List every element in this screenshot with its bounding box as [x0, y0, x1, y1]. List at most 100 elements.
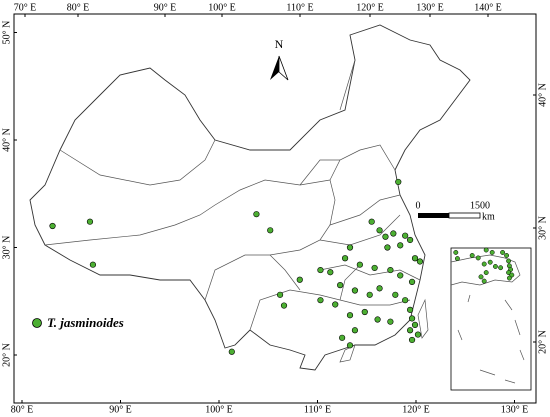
occurrence-point	[384, 244, 391, 251]
left-tick-label: 50° N	[1, 21, 12, 45]
occurrence-point	[346, 312, 354, 319]
occurrence-point	[49, 222, 56, 230]
occurrence-point	[416, 258, 424, 265]
occurrence-point	[317, 266, 324, 274]
occurrence-point	[371, 264, 378, 272]
left-tick-label: 40° N	[1, 128, 12, 152]
inset-point	[506, 258, 512, 264]
occurrence-point	[346, 244, 354, 251]
inset-point	[498, 265, 504, 271]
occurrence-point	[387, 318, 394, 325]
north-label: N	[275, 37, 284, 51]
occurrence-point	[366, 291, 373, 298]
inset-point	[506, 275, 512, 281]
occurrence-point	[351, 287, 359, 294]
top-tick-label: 90° E	[154, 2, 177, 13]
inset-frame	[450, 247, 532, 391]
occurrence-point	[406, 306, 414, 313]
occurrence-point	[317, 297, 324, 304]
occurrence-point	[228, 348, 235, 355]
bottom-tick-label: 80° E	[11, 404, 34, 415]
occurrence-point	[397, 272, 404, 279]
inset-point	[481, 261, 487, 267]
occurrence-point	[356, 261, 363, 268]
inset-point	[500, 249, 506, 255]
occurrence-point	[337, 282, 344, 289]
inset-point	[504, 253, 510, 258]
occurrence-point	[414, 331, 422, 338]
occurrence-point	[408, 336, 416, 344]
legend-marker	[32, 318, 42, 328]
country-outline	[29, 24, 471, 371]
right-tick-label: 40° N	[537, 83, 548, 107]
occurrence-point	[408, 278, 416, 286]
legend-label: T. jasminoides	[47, 315, 124, 330]
bottom-tick-label: 130° E	[501, 404, 529, 415]
scale-label: 1500	[470, 200, 490, 211]
bottom-tick-label: 100° E	[205, 404, 233, 415]
occurrence-point	[382, 233, 389, 240]
occurrence-point	[411, 255, 419, 262]
occurrence-point	[361, 308, 368, 316]
legend: T. jasminoides	[32, 315, 124, 330]
map-frame	[13, 13, 537, 404]
scale-unit: km	[482, 211, 495, 222]
occurrence-point	[86, 218, 94, 225]
occurrence-point	[327, 269, 334, 276]
occurrence-point	[89, 261, 97, 268]
occurrence-point	[392, 291, 399, 298]
inset-point	[481, 278, 487, 284]
occurrence-point	[267, 227, 274, 234]
inset-point	[483, 247, 489, 253]
inset-point	[454, 256, 460, 261]
occurrence-point	[332, 301, 339, 308]
top-tick-label: 110° E	[286, 2, 313, 13]
occurrence-point	[280, 302, 288, 309]
bottom-tick-label: 110° E	[304, 404, 331, 415]
right-tick-label: 20° N	[537, 330, 548, 354]
occurrence-point	[402, 297, 409, 304]
scale-label: 0	[416, 200, 421, 211]
top-tick-label: 100° E	[208, 2, 236, 13]
occurrence-point	[296, 276, 303, 283]
occurrence-point	[376, 227, 383, 234]
occurrence-point	[387, 266, 394, 274]
occurrence-point	[253, 211, 260, 218]
inset-point	[492, 264, 498, 269]
occurrence-point	[406, 236, 414, 244]
inset-point	[506, 270, 512, 276]
occurrence-point	[402, 232, 409, 239]
occurrence-point	[395, 178, 402, 186]
left-tick-label: 20° N	[1, 343, 12, 367]
inset-point	[483, 270, 489, 276]
inset-point	[489, 249, 495, 255]
top-tick-label: 80° E	[67, 2, 90, 13]
top-tick-label: 140° E	[474, 2, 502, 13]
occurrence-point	[346, 342, 354, 349]
bottom-tick-label: 90° E	[109, 404, 132, 415]
occurrence-point	[374, 316, 381, 323]
occurrence-point	[406, 327, 414, 334]
inset-point	[453, 249, 459, 255]
occurrence-point	[368, 218, 375, 225]
bottom-tick-label: 120° E	[402, 404, 430, 415]
inset-point	[487, 259, 493, 265]
occurrence-point	[397, 242, 404, 249]
occurrence-point	[351, 327, 359, 334]
occurrence-point	[376, 285, 383, 292]
occurrence-point	[341, 255, 349, 262]
right-tick-label: 30° N	[537, 216, 548, 240]
occurrence-point	[408, 315, 416, 322]
inset-point	[469, 253, 475, 258]
occurrence-point	[339, 334, 346, 341]
top-tick-label: 120° E	[356, 2, 384, 13]
top-tick-label: 70° E	[14, 2, 37, 13]
occurrence-point	[390, 230, 397, 237]
occurrence-point	[411, 321, 419, 329]
occurrence-point	[276, 291, 284, 298]
left-tick-label: 30° N	[1, 236, 12, 260]
inset-point	[475, 255, 481, 261]
inset-point	[478, 274, 484, 280]
